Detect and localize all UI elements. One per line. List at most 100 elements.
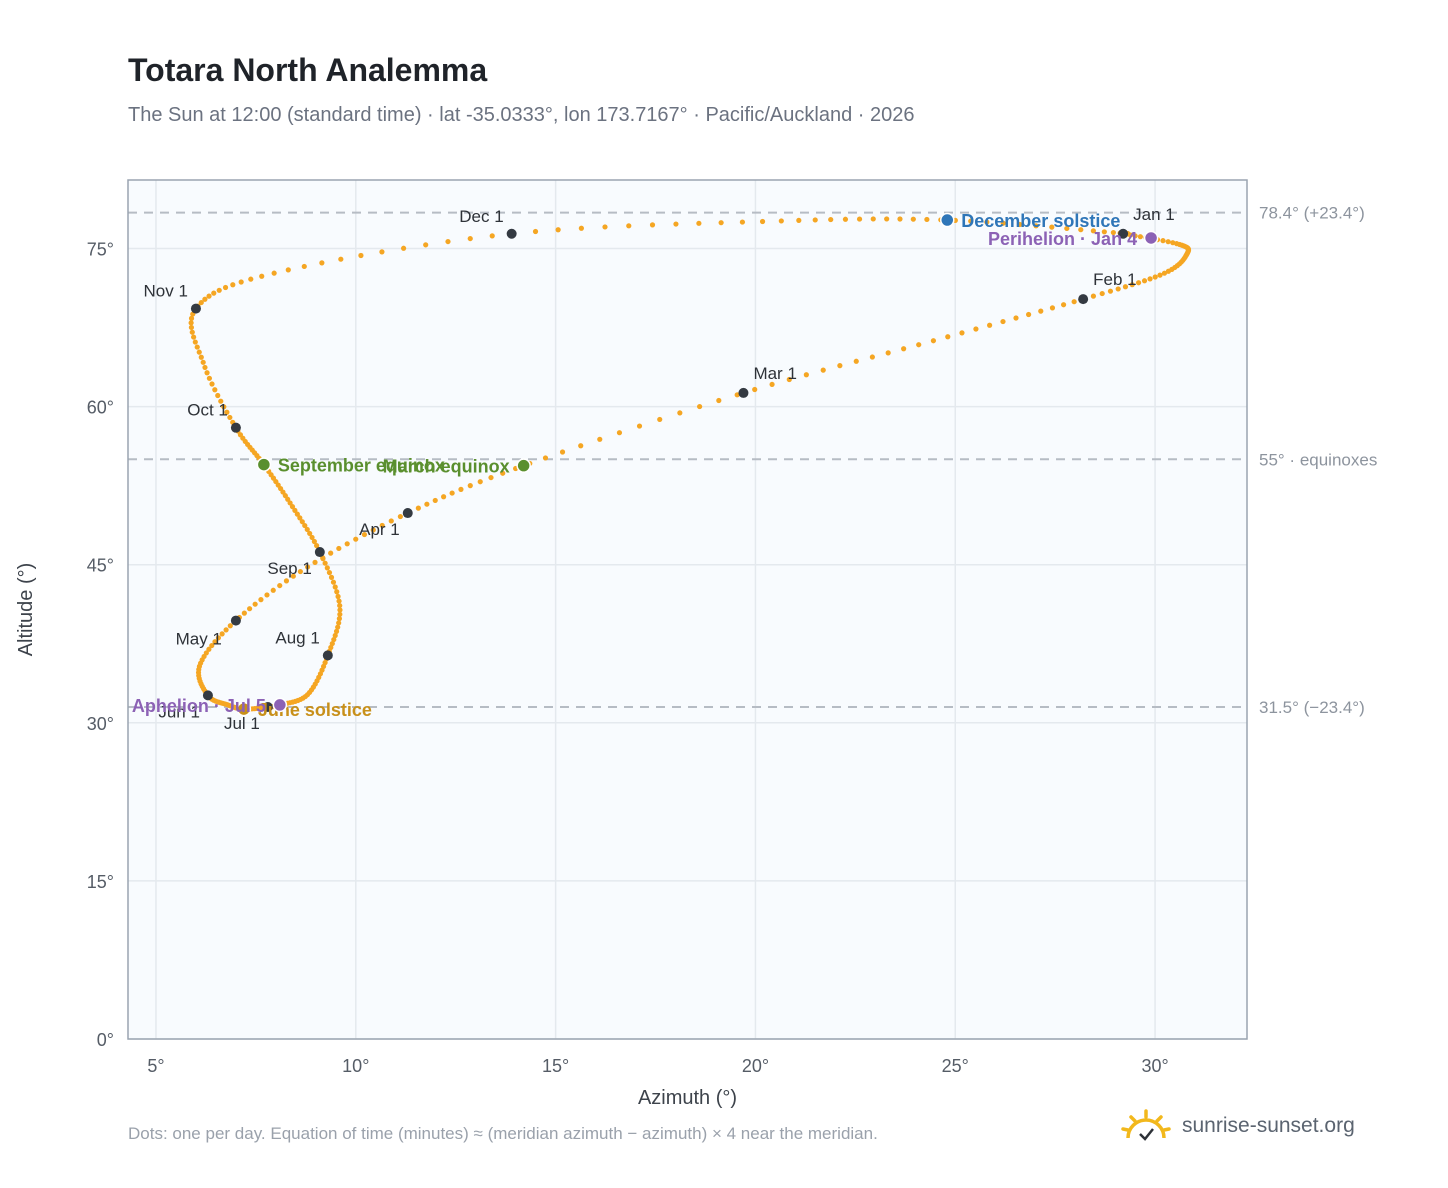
- month-marker: [202, 690, 213, 701]
- analemma-day-dot: [248, 276, 254, 282]
- analemma-day-dot: [311, 538, 317, 545]
- analemma-day-dot: [319, 260, 325, 266]
- analemma-day-dot: [916, 342, 922, 348]
- analemma-day-dot: [334, 589, 340, 595]
- chart-title: Totara North Analemma: [128, 52, 488, 88]
- analemma-day-dot: [337, 611, 343, 617]
- month-label: Mar 1: [753, 364, 796, 383]
- analemma-day-dot: [930, 338, 937, 344]
- analemma-day-dot: [973, 326, 979, 332]
- analemma-day-dot: [477, 479, 483, 485]
- analemma-day-dot: [968, 218, 974, 224]
- x-tick-label: 30°: [1141, 1056, 1168, 1076]
- event-marker: [1143, 230, 1159, 246]
- reference-line-label: 78.4° (+23.4°): [1259, 204, 1365, 223]
- month-markers: Jan 1 Feb 1 Mar 1 Apr 1 May 1 Jun 1 Jul 1 Aug 1…: [144, 205, 1175, 733]
- sun-icon: [1121, 1109, 1171, 1141]
- analemma-day-dot: [636, 423, 643, 429]
- analemma-day-dot: [1129, 282, 1135, 288]
- plot-frame: [127, 179, 1248, 1040]
- analemma-day-dot: [290, 573, 296, 579]
- analemma-day-dot: [270, 587, 276, 593]
- y-tick-label: 30°: [87, 714, 114, 734]
- analemma-day-dot: [924, 216, 930, 223]
- analemma-day-dot: [212, 387, 218, 393]
- month-marker: [230, 615, 241, 626]
- analemma-day-dot: [338, 256, 344, 262]
- analemma-day-dot: [1033, 223, 1039, 229]
- analemma-day-dot: [718, 220, 724, 226]
- analemma-day-dot: [1013, 315, 1019, 321]
- analemma-day-dot: [305, 564, 311, 570]
- analemma-day-dot: [1107, 288, 1114, 294]
- analemma-day-dot: [223, 627, 229, 633]
- analemma-day-dot: [910, 216, 916, 222]
- analemma-day-dot: [216, 287, 222, 293]
- analemma-day-dot: [1026, 311, 1032, 318]
- analemma-day-dot: [1147, 276, 1153, 282]
- event-marker: [256, 457, 272, 472]
- analemma-day-dot: [423, 242, 429, 248]
- analemma-day-dot: [1165, 239, 1171, 245]
- analemma-day-dot: [361, 531, 368, 538]
- x-tick-label: 25°: [942, 1056, 969, 1076]
- analemma-day-dot: [441, 494, 447, 500]
- analemma-day-dot: [324, 565, 330, 571]
- analemma-day-dot: [984, 219, 990, 225]
- analemma-day-dot: [314, 543, 320, 549]
- analemma-day-dot: [616, 430, 623, 436]
- analemma-day-dot: [786, 376, 792, 383]
- analemma-day-dot: [424, 501, 430, 507]
- analemma-day-dot: [657, 416, 663, 423]
- month-marker: [506, 228, 517, 239]
- analemma-day-dot: [1161, 270, 1168, 276]
- analemma-day-dot: [500, 470, 506, 476]
- analemma-day-dot: [1137, 234, 1143, 240]
- analemma-day-dot: [1017, 221, 1023, 228]
- analemma-day-dot: [297, 515, 303, 521]
- analemma-day-dot: [301, 263, 307, 270]
- event-marker: [516, 458, 531, 473]
- month-label: Jul 1: [224, 714, 260, 733]
- analemma-day-dot: [884, 216, 890, 222]
- analemma-day-dot: [828, 216, 834, 223]
- analemma-day-dot: [1078, 227, 1084, 233]
- analemma-day-dot: [1165, 268, 1172, 274]
- analemma-day-dot: [555, 227, 561, 233]
- analemma-day-dot: [209, 381, 215, 387]
- analemma-day-dot: [336, 620, 342, 626]
- analemma-day-dot: [252, 601, 258, 607]
- analemma-day-dot: [271, 270, 277, 276]
- analemma-day-dot: [1110, 229, 1116, 236]
- month-marker: [738, 387, 749, 398]
- brand-name: sunrise-sunset.org: [1182, 1114, 1355, 1137]
- analemma-day-dot: [856, 216, 863, 222]
- analemma-day-dot: [467, 235, 473, 242]
- analemma-day-dot: [1170, 240, 1176, 246]
- analemma-day-dot: [194, 344, 200, 350]
- month-label: Feb 1: [1093, 270, 1136, 289]
- analemma-day-dot: [803, 372, 809, 378]
- analemma-day-dot: [333, 628, 340, 634]
- analemma-day-dot: [258, 596, 264, 603]
- analemma-day-dot: [901, 346, 907, 352]
- month-label: Nov 1: [144, 282, 188, 301]
- analemma-day-dot: [336, 545, 342, 552]
- brand[interactable]: sunrise-sunset.org: [1120, 1104, 1355, 1148]
- month-label: Apr 1: [359, 520, 400, 539]
- analemma-day-dot: [1090, 293, 1097, 299]
- analemma-day-dot: [542, 455, 549, 461]
- month-marker: [1078, 294, 1089, 305]
- analemma-day-dot: [215, 392, 221, 399]
- analemma-day-dot: [602, 224, 608, 230]
- analemma-day-dot: [458, 486, 464, 492]
- analemma-day-dot: [289, 504, 296, 510]
- analemma-day-dot: [292, 507, 298, 513]
- x-axis-title: Azimuth (°): [638, 1087, 737, 1109]
- analemma-day-dot: [196, 349, 202, 355]
- analemma-day-dot: [230, 282, 236, 288]
- analemma-day-dot: [331, 636, 337, 643]
- analemma-day-dot: [945, 334, 951, 340]
- footnote: Dots: one per day. Equation of time (min…: [128, 1124, 878, 1143]
